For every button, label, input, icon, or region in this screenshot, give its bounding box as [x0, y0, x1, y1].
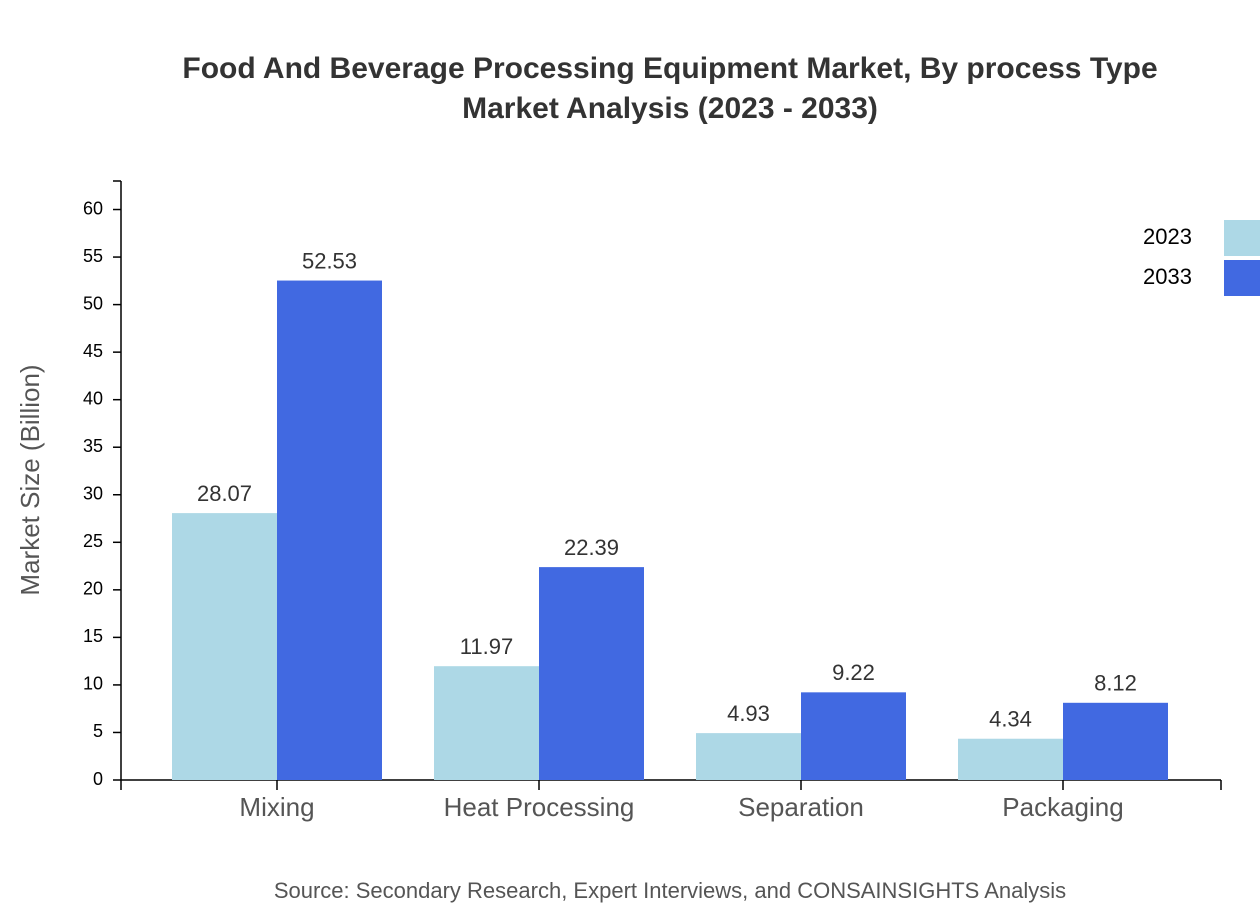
value-label: 52.53: [302, 248, 357, 273]
value-label: 11.97: [460, 634, 513, 659]
y-tick-label: 60: [83, 198, 103, 218]
value-label: 4.93: [727, 701, 770, 726]
y-tick-label: 50: [83, 293, 103, 313]
bar: [434, 666, 539, 780]
y-tick-label: 40: [83, 388, 103, 408]
x-tick-label: Mixing: [239, 792, 314, 822]
x-tick-label: Separation: [738, 792, 864, 822]
bar: [1063, 702, 1168, 780]
bar: [801, 692, 906, 780]
y-tick-label: 0: [93, 769, 103, 789]
chart-title: Food And Beverage Processing Equipment M…: [182, 52, 1157, 85]
y-tick-label: 45: [83, 341, 103, 361]
bar: [696, 733, 801, 780]
y-tick-label: 35: [83, 436, 103, 456]
y-tick-label: 55: [83, 246, 103, 266]
bar: [277, 280, 382, 780]
y-tick-label: 30: [83, 484, 103, 504]
bar: [172, 513, 277, 780]
x-tick-label: Packaging: [1002, 792, 1123, 822]
y-tick-label: 5: [93, 721, 103, 741]
legend-label: 2033: [1143, 264, 1192, 289]
y-tick-label: 15: [83, 626, 103, 646]
y-tick-label: 10: [83, 674, 103, 694]
value-label: 8.12: [1094, 671, 1137, 696]
value-label: 4.34: [989, 707, 1032, 732]
bar: [958, 738, 1063, 780]
x-tick-label: Heat Processing: [444, 792, 635, 822]
bar: [539, 567, 644, 780]
chart-subtitle: Market Analysis (2023 - 2033): [462, 92, 878, 125]
value-label: 22.39: [564, 535, 619, 560]
source-note: Source: Secondary Research, Expert Inter…: [274, 878, 1066, 903]
y-tick-label: 20: [83, 579, 103, 599]
y-axis-label: Market Size (Billion): [15, 364, 45, 595]
value-label: 28.07: [197, 481, 252, 506]
legend-label: 2023: [1143, 224, 1192, 249]
legend-swatch: [1224, 260, 1260, 296]
legend-swatch: [1224, 220, 1260, 256]
value-label: 9.22: [832, 660, 875, 685]
y-tick-label: 25: [83, 531, 103, 551]
